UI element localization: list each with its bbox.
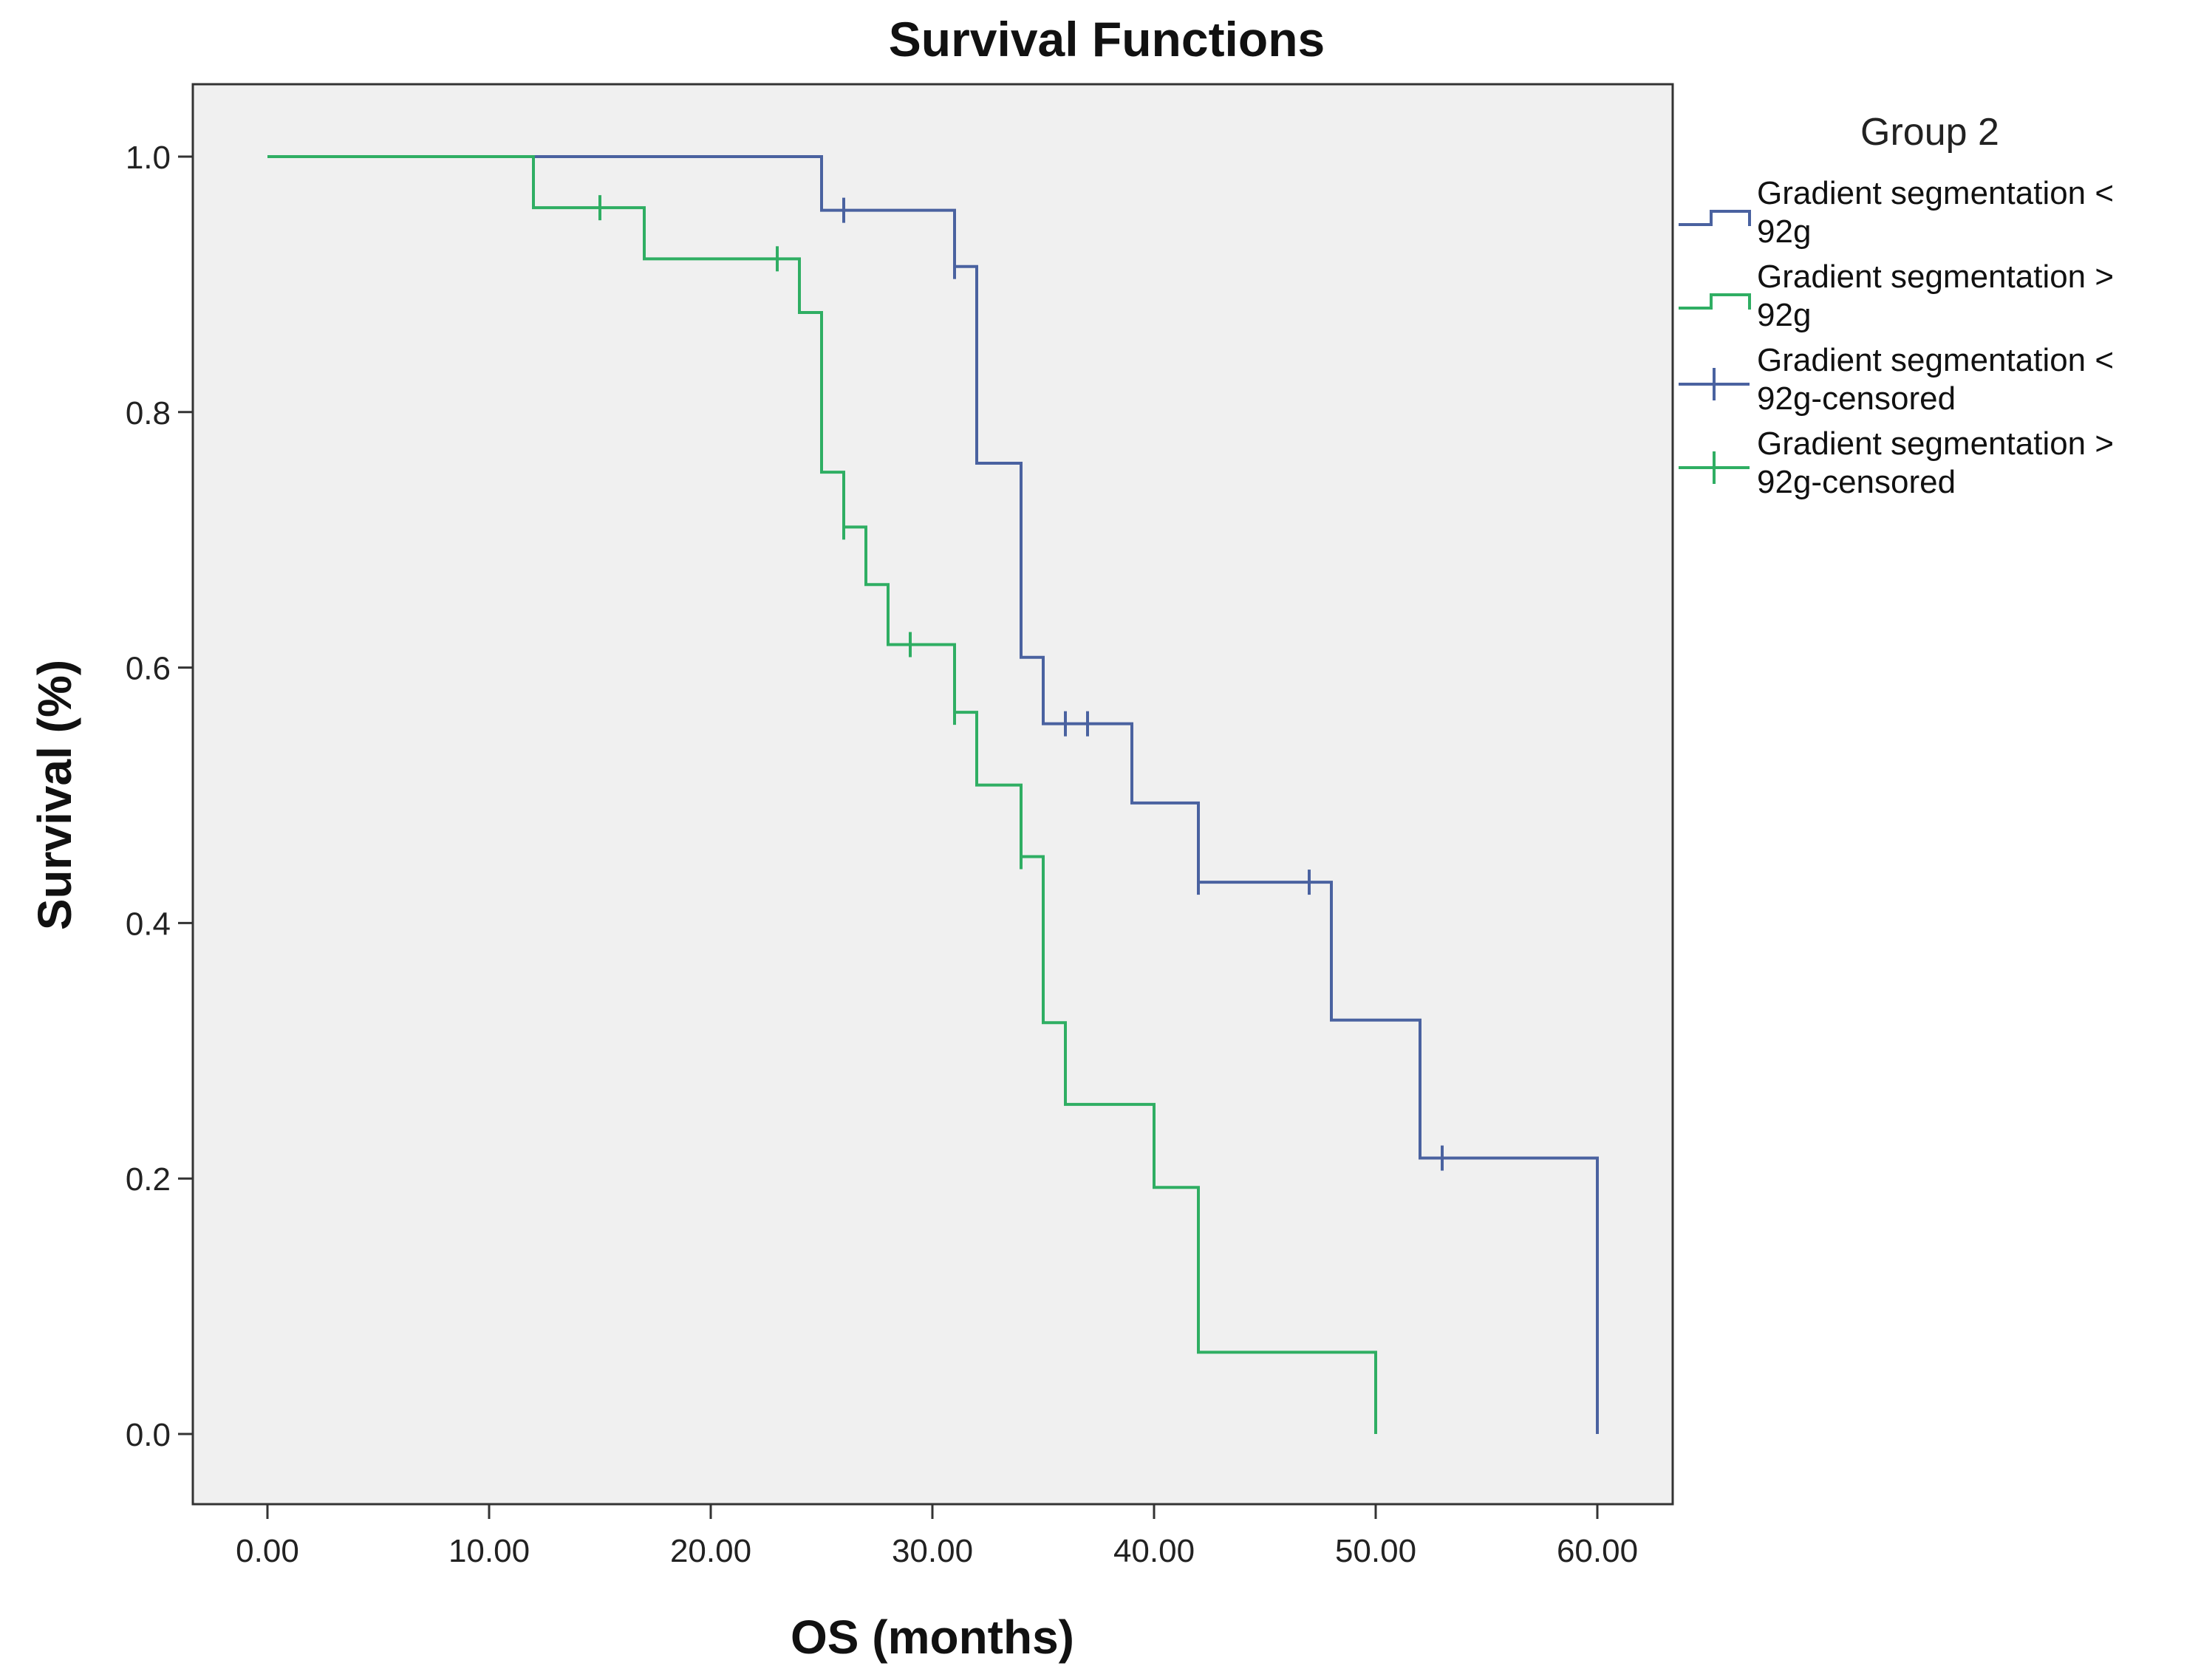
legend-label-line1: Gradient segmentation < (1757, 342, 2114, 378)
x-tick-label: 40.00 (1113, 1533, 1195, 1569)
legend-label-line2: 92g-censored (1757, 380, 1956, 417)
x-tick-label: 30.00 (892, 1533, 973, 1569)
legend-label-line1: Gradient segmentation > (1757, 426, 2114, 462)
x-axis-label: OS (months) (791, 1611, 1074, 1664)
legend-label-line2: 92g-censored (1757, 464, 1956, 500)
legend: Group 2 Gradient segmentation <92gGradie… (1679, 111, 2114, 500)
survival-curve (267, 155, 1599, 1434)
legend-label-line1: Gradient segmentation < (1757, 175, 2114, 211)
series-1 (267, 155, 1599, 1434)
y-tick-label: 1.0 (126, 140, 171, 176)
x-tick-label: 60.00 (1557, 1533, 1638, 1569)
y-tick-label: 0.2 (126, 1161, 171, 1198)
legend-title: Group 2 (1860, 111, 1999, 154)
legend-label-line2: 92g (1757, 297, 1811, 333)
series-layer (267, 155, 1599, 1434)
legend-entry-1: Gradient segmentation <92g (1679, 175, 2114, 250)
plot-area (191, 83, 1674, 1506)
y-axis-label: Survival (%) (28, 660, 81, 930)
legend-label-line2: 92g (1757, 214, 1811, 250)
chart-title: Survival Functions (889, 12, 1325, 66)
y-tick-label: 0.6 (126, 651, 171, 687)
legend-entry-4: Gradient segmentation >92g-censored (1679, 426, 2114, 500)
y-axis: 0.0 0.2 0.4 0.6 0.8 1.0 (126, 140, 193, 1453)
x-tick-label: 0.00 (236, 1533, 299, 1569)
x-tick-label: 20.00 (670, 1533, 751, 1569)
survival-curve (267, 155, 1377, 1434)
legend-swatch-line (1679, 210, 1751, 226)
legend-entry-2: Gradient segmentation >92g (1679, 259, 2114, 333)
legend-entry-3: Gradient segmentation <92g-censored (1679, 342, 2114, 417)
y-tick-label: 0.4 (126, 906, 171, 942)
y-tick-label: 0.0 (126, 1417, 171, 1453)
legend-swatch-line (1679, 293, 1751, 310)
x-axis: 0.00 10.00 20.00 30.00 40.00 50.00 60.00 (236, 1504, 1638, 1569)
series-2 (267, 155, 1377, 1434)
x-tick-label: 50.00 (1335, 1533, 1416, 1569)
x-tick-label: 10.00 (448, 1533, 530, 1569)
y-tick-label: 0.8 (126, 395, 171, 431)
legend-label-line1: Gradient segmentation > (1757, 259, 2114, 295)
